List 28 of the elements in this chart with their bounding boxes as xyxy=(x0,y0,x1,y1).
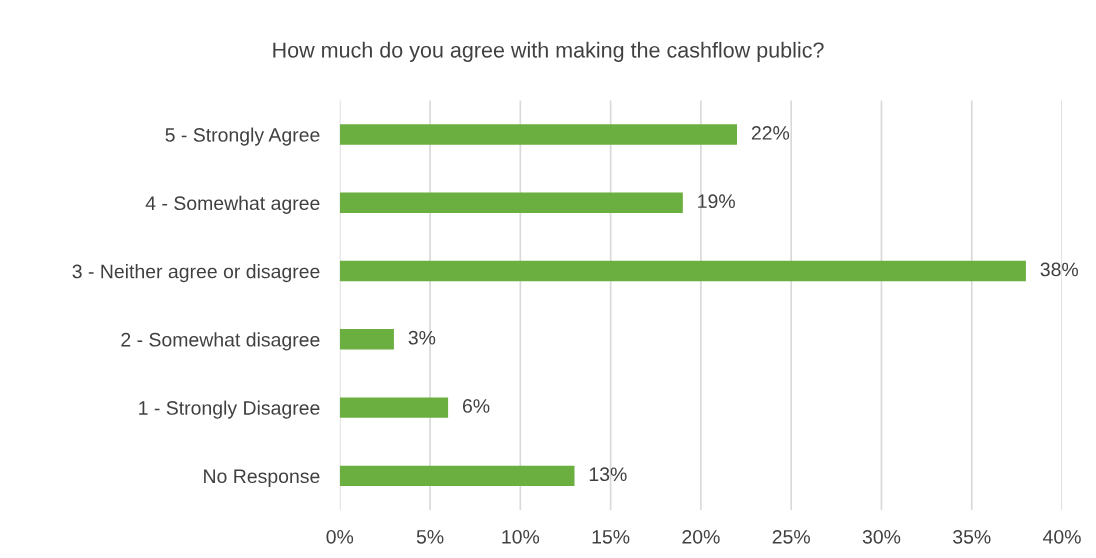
data-label: 6% xyxy=(462,399,490,413)
bar xyxy=(339,465,575,487)
x-tick-label: 30% xyxy=(862,529,901,544)
y-tick-label: 1 - Strongly Disagree xyxy=(139,400,320,419)
x-tick-label: 15% xyxy=(592,530,630,544)
bar xyxy=(339,124,738,145)
data-label: 19% xyxy=(698,194,735,209)
y-tick-label: 5 - Strongly Agree xyxy=(165,127,320,146)
data-label: 3% xyxy=(408,330,436,345)
y-tick-label: 4 - Somewhat agree xyxy=(145,195,320,214)
x-tick-label: 20% xyxy=(682,529,720,544)
bar xyxy=(339,192,683,214)
chart-title: How much do you agree with making the cashflow public? xyxy=(273,41,824,62)
bar xyxy=(339,260,1026,282)
data-label: 22% xyxy=(751,126,790,140)
x-tick-label: 40% xyxy=(1043,529,1081,544)
data-label: 13% xyxy=(589,467,627,482)
x-tick-label: 0% xyxy=(326,529,354,544)
y-tick-label: 3 - Neither agree or disagree xyxy=(72,264,320,283)
x-tick-label: 35% xyxy=(953,529,991,544)
x-tick-label: 5% xyxy=(416,530,444,544)
bar xyxy=(339,329,394,350)
bar xyxy=(339,397,449,418)
data-label: 38% xyxy=(1040,262,1079,277)
x-tick-label: 10% xyxy=(502,529,540,544)
x-tick-label: 25% xyxy=(772,529,810,544)
y-tick-label: No Response xyxy=(204,469,320,487)
y-tick-label: 2 - Somewhat disagree xyxy=(121,332,320,351)
